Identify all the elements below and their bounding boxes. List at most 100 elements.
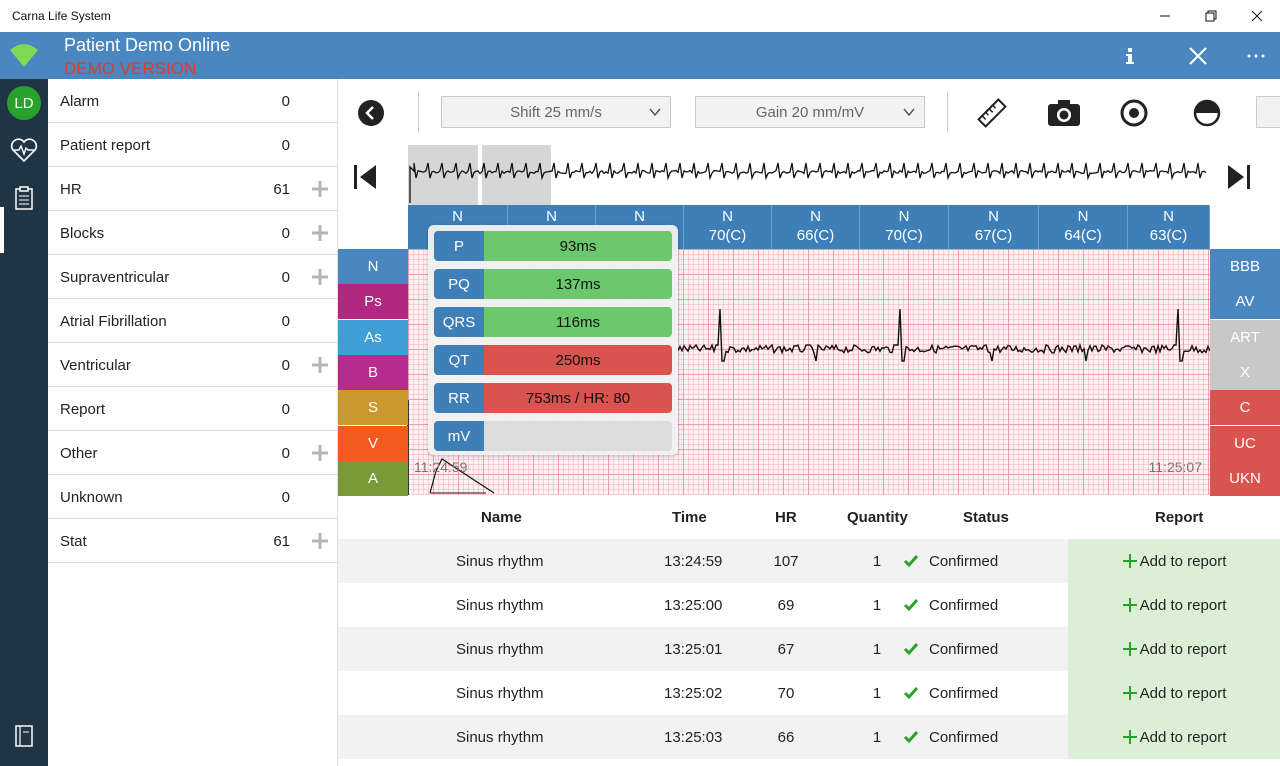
tag-v[interactable]: V <box>338 425 408 461</box>
tag-a[interactable]: A <box>338 460 408 496</box>
monitor-nav-button[interactable] <box>0 127 48 173</box>
tag-s[interactable]: S <box>338 390 408 426</box>
tag-n[interactable]: N <box>338 249 408 284</box>
clipboard-nav-button[interactable] <box>0 175 48 221</box>
col-report-header[interactable]: Report <box>1155 509 1204 526</box>
skip-start-button[interactable] <box>350 162 380 192</box>
shift-select[interactable]: Shift 25 mm/s <box>441 96 671 128</box>
tag-ps[interactable]: Ps <box>338 284 408 320</box>
close-patient-button[interactable] <box>1173 32 1223 79</box>
category-count: 0 <box>281 137 290 154</box>
tag-c[interactable]: C <box>1210 390 1280 426</box>
category-label: Report <box>60 401 106 418</box>
beat-column[interactable]: N 64(C) <box>1039 205 1128 249</box>
category-item[interactable]: Ventricular 0 <box>48 343 338 387</box>
tag-av[interactable]: AV <box>1210 284 1280 320</box>
tag-art[interactable]: ART <box>1210 319 1280 355</box>
record-button[interactable] <box>1116 95 1152 131</box>
category-label: Stat <box>60 533 87 550</box>
add-icon[interactable] <box>310 267 330 287</box>
category-item[interactable]: Atrial Fibrillation 0 <box>48 299 338 343</box>
row-hr: 107 <box>773 553 799 570</box>
gain-select[interactable]: Gain 20 mm/mV <box>695 96 925 128</box>
category-item[interactable]: Stat 61 <box>48 519 338 563</box>
col-status-header[interactable]: Status <box>963 509 1009 526</box>
restore-button[interactable] <box>1188 0 1234 32</box>
col-time-header[interactable]: Time <box>672 509 707 526</box>
category-label: Blocks <box>60 225 105 242</box>
tag-as[interactable]: As <box>338 319 408 355</box>
measurement-row[interactable]: P 93ms <box>434 231 672 261</box>
skip-start-icon <box>354 165 357 189</box>
window-close-button[interactable] <box>1234 0 1280 32</box>
table-row[interactable]: Sinus rhythm 13:25:00 69 1 Confirmed Add to r… <box>338 583 1280 627</box>
add-icon[interactable] <box>310 531 330 551</box>
snapshot-button[interactable] <box>1046 95 1082 131</box>
beat-column[interactable]: N 66(C) <box>772 205 860 249</box>
contrast-button[interactable] <box>1189 95 1225 131</box>
category-item[interactable]: Patient report 0 <box>48 123 338 167</box>
category-item[interactable]: Unknown 0 <box>48 475 338 519</box>
avatar[interactable]: LD <box>7 86 41 120</box>
measurement-row[interactable]: QRS 116ms <box>434 307 672 337</box>
category-item[interactable]: Supraventricular 0 <box>48 255 338 299</box>
beat-column[interactable]: N 63(C) <box>1128 205 1210 249</box>
overflow-control[interactable] <box>1256 96 1280 128</box>
tag-b[interactable]: B <box>338 354 408 390</box>
more-button[interactable] <box>1231 32 1280 79</box>
beat-column[interactable]: N 70(C) <box>860 205 949 249</box>
table-row[interactable]: Sinus rhythm 13:25:02 70 1 Confirmed Add to r… <box>338 671 1280 715</box>
info-button[interactable] <box>1105 32 1155 79</box>
nav-rail: LD <box>0 79 48 766</box>
add-to-report-button[interactable]: Add to report <box>1068 627 1280 671</box>
measurement-row[interactable]: RR 753ms / HR: 80 <box>434 383 672 413</box>
add-to-report-label: Add to report <box>1139 552 1227 570</box>
category-label: Ventricular <box>60 357 131 374</box>
window-titlebar: Carna Life System <box>0 0 1280 32</box>
category-item[interactable]: Other 0 <box>48 431 338 475</box>
table-row[interactable]: Sinus rhythm 13:24:59 107 1 Confirmed Add to … <box>338 539 1280 583</box>
measurement-row[interactable]: mV <box>434 421 672 451</box>
add-icon[interactable] <box>310 355 330 375</box>
strip-selection[interactable] <box>482 145 551 205</box>
add-to-report-button[interactable]: Add to report <box>1068 671 1280 715</box>
col-hr-header[interactable]: HR <box>775 509 797 526</box>
check-icon <box>903 687 919 700</box>
tag-x[interactable]: X <box>1210 354 1280 390</box>
beat-type: N <box>988 208 999 225</box>
tag-ukn[interactable]: UKN <box>1210 460 1280 496</box>
category-item[interactable]: HR 61 <box>48 167 338 211</box>
back-button[interactable] <box>353 95 389 131</box>
add-to-report-label: Add to report <box>1139 684 1227 702</box>
add-to-report-button[interactable]: Add to report <box>1068 583 1280 627</box>
add-icon[interactable] <box>310 223 330 243</box>
category-label: Unknown <box>60 489 123 506</box>
beat-column[interactable]: N <box>596 205 684 249</box>
col-name-header[interactable]: Name <box>481 509 522 526</box>
skip-end-button[interactable] <box>1224 162 1254 192</box>
minimize-button[interactable] <box>1142 0 1188 32</box>
tag-uc[interactable]: UC <box>1210 425 1280 461</box>
col-quantity-header[interactable]: Quantity <box>847 509 908 526</box>
add-icon[interactable] <box>310 179 330 199</box>
ruler-button[interactable] <box>974 95 1010 131</box>
table-row[interactable]: Sinus rhythm 13:25:01 67 1 Confirmed Add to r… <box>338 627 1280 671</box>
window-close-icon <box>1251 10 1263 22</box>
close-icon <box>1189 46 1207 65</box>
measurement-row[interactable]: PQ 137ms <box>434 269 672 299</box>
tag-bbb[interactable]: BBB <box>1210 249 1280 284</box>
beat-column[interactable]: N 70(C) <box>684 205 772 249</box>
clipboard-icon <box>15 186 33 210</box>
table-row[interactable]: Sinus rhythm 13:25:03 66 1 Confirmed Add to r… <box>338 715 1280 759</box>
add-to-report-button[interactable]: Add to report <box>1068 715 1280 759</box>
category-item[interactable]: Blocks 0 <box>48 211 338 255</box>
add-to-report-button[interactable]: Add to report <box>1068 539 1280 583</box>
skip-end-icon <box>1228 165 1244 189</box>
add-icon[interactable] <box>310 443 330 463</box>
book-nav-button[interactable] <box>0 713 48 759</box>
category-item[interactable]: Alarm 0 <box>48 79 338 123</box>
beat-column[interactable]: N 67(C) <box>949 205 1039 249</box>
overview-trace <box>409 162 1207 203</box>
measurement-row[interactable]: QT 250ms <box>434 345 672 375</box>
category-item[interactable]: Report 0 <box>48 387 338 431</box>
